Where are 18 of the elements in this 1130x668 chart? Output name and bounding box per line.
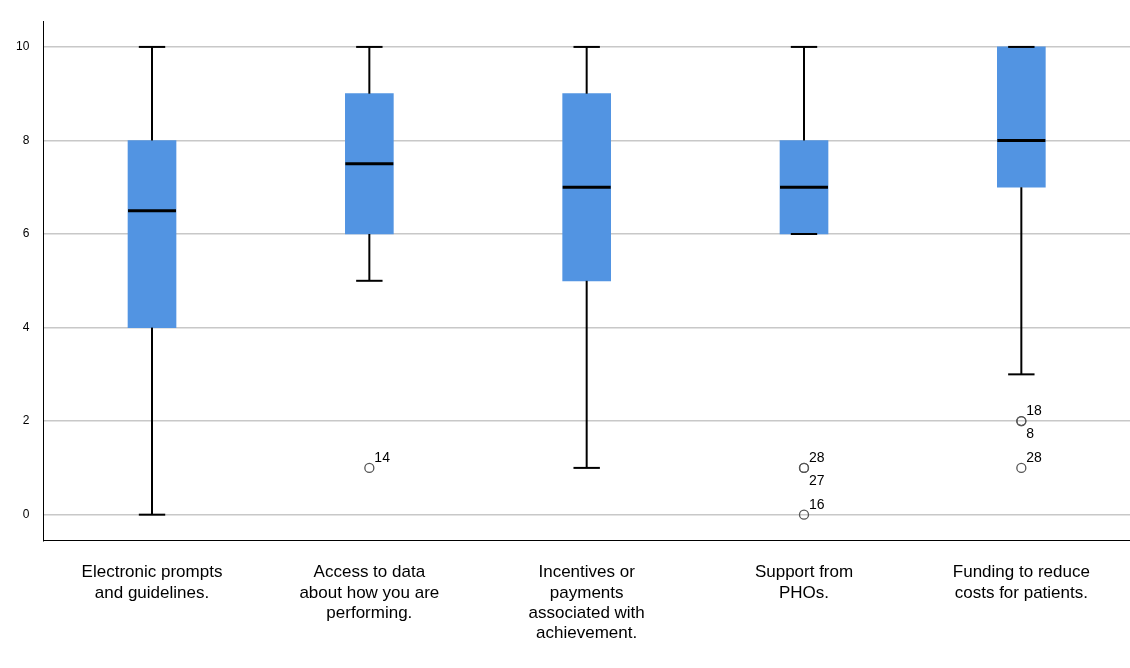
y-tick-label: 8 bbox=[22, 132, 30, 147]
x-tick-label: Support from PHOs. bbox=[754, 562, 854, 602]
annotation: 28 bbox=[809, 448, 825, 465]
y-tick-label: 10 bbox=[15, 39, 30, 54]
annotation: 28 bbox=[1026, 448, 1043, 465]
y-tick-label: 2 bbox=[22, 413, 30, 428]
x-tick-label: Electronic prompts and guidelines. bbox=[81, 562, 223, 602]
y-tick-label: 0 bbox=[22, 506, 30, 521]
annotation: 14 bbox=[374, 448, 391, 465]
x-tick-label: Incentives or payments associated with achievement. bbox=[528, 562, 645, 643]
y-tick-label: 4 bbox=[22, 319, 30, 334]
annotation: 8 bbox=[1026, 424, 1035, 441]
annotation: 27 bbox=[809, 471, 825, 488]
annotation: 16 bbox=[809, 495, 825, 512]
annotation: 18 bbox=[1026, 401, 1043, 418]
x-tick-label: Access to data about how you are performing. bbox=[299, 562, 440, 623]
y-tick-label: 6 bbox=[22, 226, 30, 241]
x-tick-label: Funding to reduce costs for patients. bbox=[952, 562, 1090, 602]
